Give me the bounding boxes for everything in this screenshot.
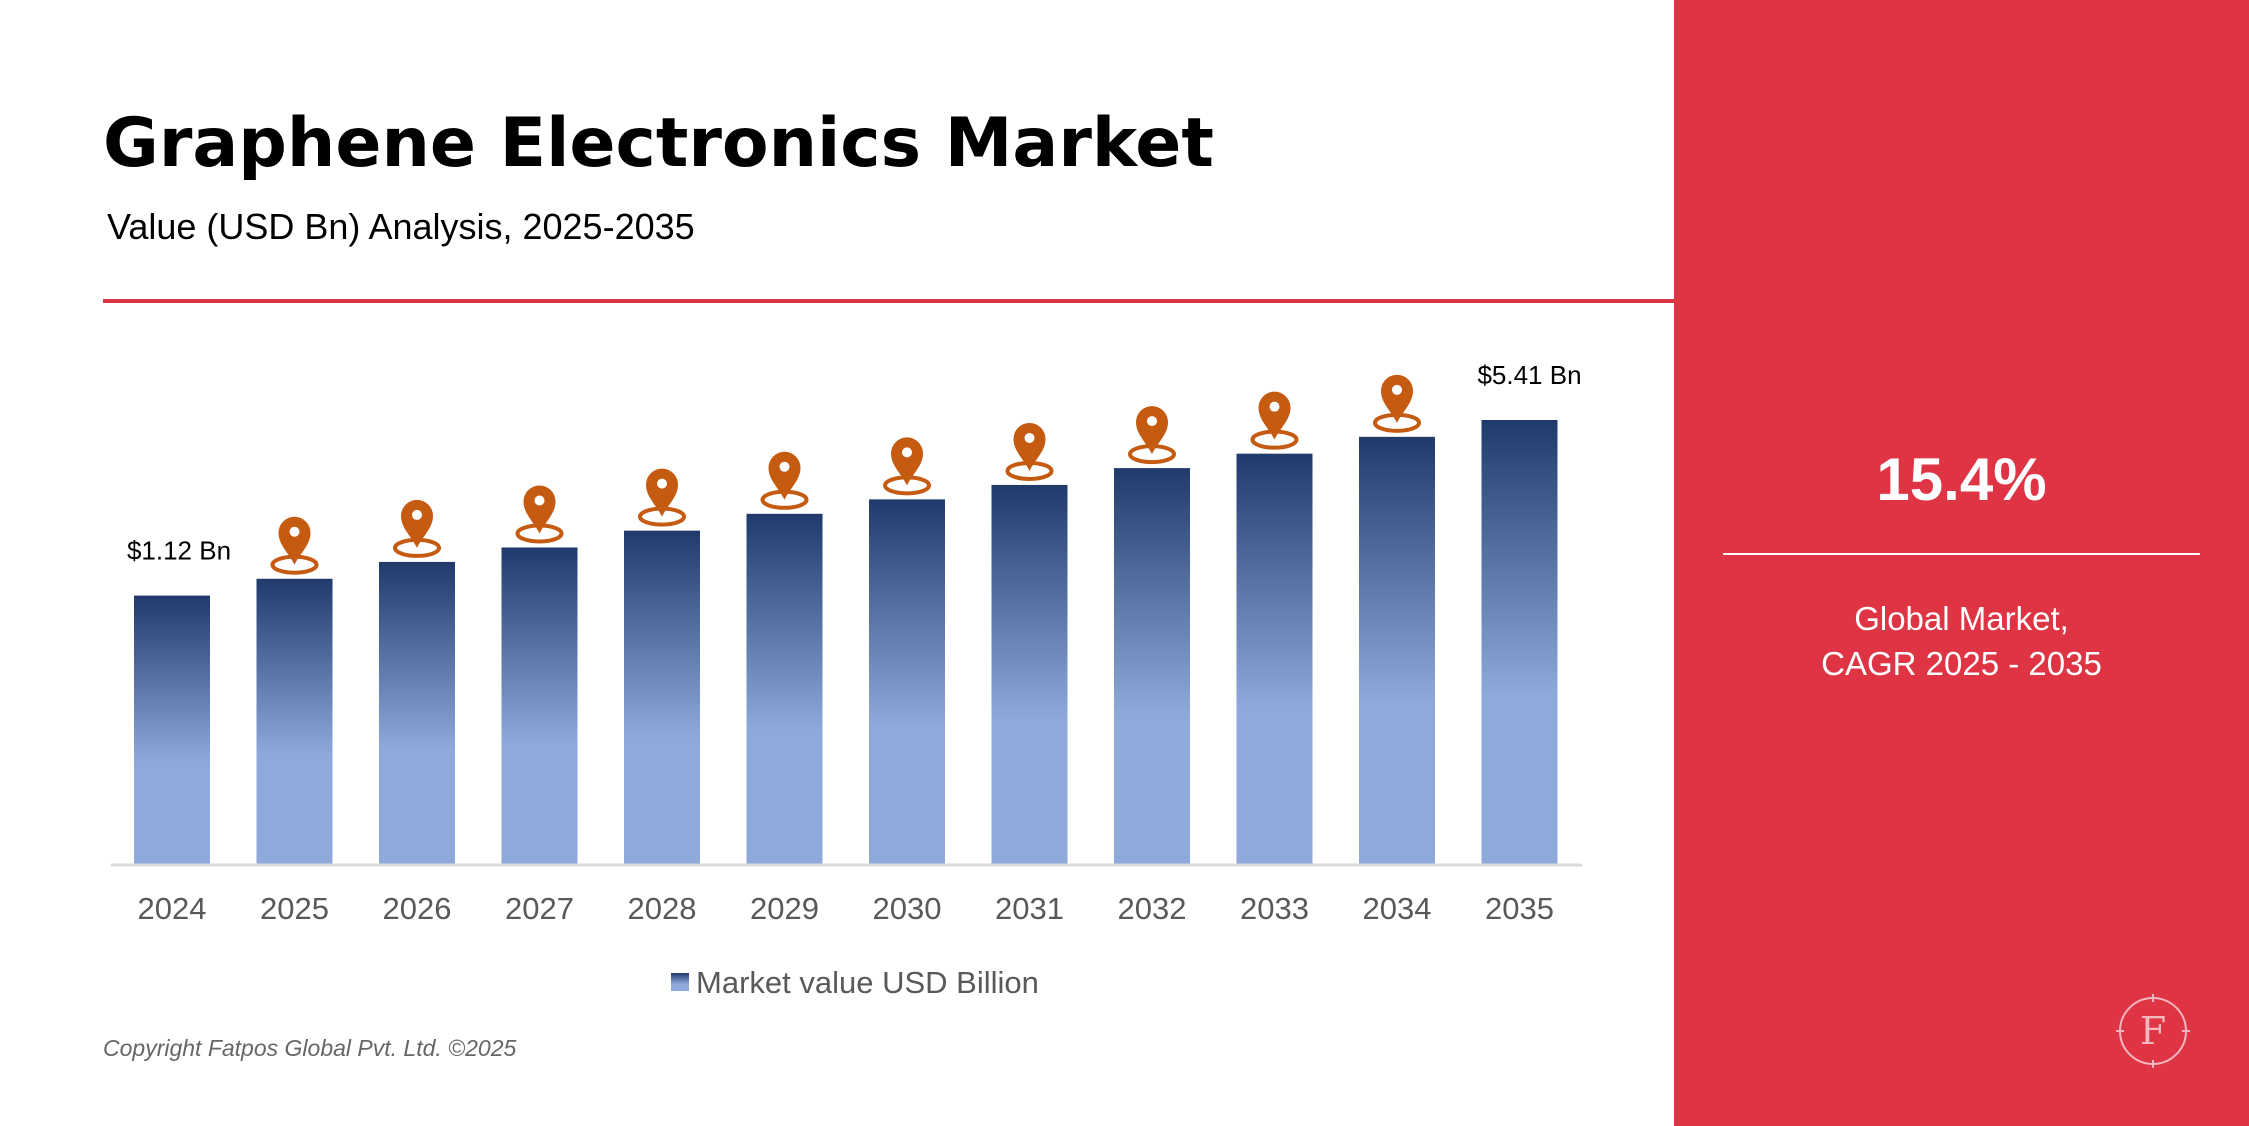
bar-2029 bbox=[746, 513, 823, 865]
page-subtitle: Value (USD Bn) Analysis, 2025-2035 bbox=[107, 206, 695, 247]
bar-2032 bbox=[1114, 468, 1190, 865]
x-tick-label: 2030 bbox=[873, 891, 942, 926]
x-tick-label: 2027 bbox=[505, 891, 574, 926]
location-pin-icon bbox=[270, 516, 319, 575]
x-tick-label: 2025 bbox=[260, 891, 329, 926]
bar-2034 bbox=[1359, 436, 1435, 865]
bar-group bbox=[134, 420, 1558, 865]
location-pin-icon bbox=[1250, 391, 1299, 450]
bar-2031 bbox=[991, 484, 1068, 865]
cagr-panel: 15.4% Global Market, CAGR 2025 - 2035 F bbox=[1674, 0, 2249, 1126]
location-pin-icon bbox=[883, 437, 931, 496]
bar-2026 bbox=[379, 561, 455, 865]
bar-2035 bbox=[1481, 420, 1558, 865]
x-tick-label: 2024 bbox=[138, 891, 207, 926]
bar-chart: $1.12 Bn$5.41 Bn 2024 2025 2026 2027 2028 202… bbox=[111, 360, 1582, 1000]
x-tick-label: 2031 bbox=[995, 891, 1064, 926]
data-label: $5.41 Bn bbox=[1477, 360, 1581, 390]
cagr-label-line2: CAGR 2025 - 2035 bbox=[1821, 645, 2102, 682]
legend-swatch bbox=[671, 973, 689, 991]
x-tick-group: 2024 2025 2026 2027 2028 2029 2030 2031 2032 2033… bbox=[138, 891, 1554, 926]
legend-label: Market value USD Billion bbox=[696, 965, 1039, 1000]
cagr-value: 15.4% bbox=[1876, 446, 2047, 513]
svg-text:F: F bbox=[2140, 1009, 2166, 1053]
header-divider bbox=[103, 299, 1674, 303]
bar-2033 bbox=[1236, 453, 1313, 865]
chart-legend: Market value USD Billion bbox=[671, 965, 1039, 1000]
location-pin-icon bbox=[1373, 374, 1421, 433]
pin-marker-group bbox=[270, 374, 1421, 575]
copyright-text: Copyright Fatpos Global Pvt. Ltd. ©2025 bbox=[103, 1035, 517, 1061]
data-label-group: $1.12 Bn $5.41 Bn bbox=[127, 360, 1582, 566]
bar-2025 bbox=[256, 578, 333, 865]
x-tick-label: 2034 bbox=[1363, 891, 1432, 926]
bar-2030 bbox=[869, 499, 945, 865]
location-pin-icon bbox=[760, 451, 809, 510]
x-tick-label: 2028 bbox=[628, 891, 697, 926]
x-tick-label: 2033 bbox=[1240, 891, 1309, 926]
company-logo-icon: F bbox=[2116, 994, 2190, 1068]
x-tick-label: 2026 bbox=[383, 891, 452, 926]
bar-2024 bbox=[134, 595, 210, 865]
bar-2028 bbox=[624, 530, 700, 865]
cagr-label: Global Market, CAGR 2025 - 2035 bbox=[1674, 596, 2249, 686]
location-pin-icon bbox=[638, 468, 686, 527]
data-label: $1.12 Bn bbox=[127, 536, 231, 566]
x-tick-label: 2035 bbox=[1485, 891, 1554, 926]
location-pin-icon bbox=[1005, 422, 1054, 481]
x-tick-label: 2032 bbox=[1118, 891, 1187, 926]
cagr-label-line1: Global Market, bbox=[1854, 600, 2069, 637]
location-pin-icon bbox=[393, 499, 441, 558]
location-pin-icon bbox=[515, 485, 564, 544]
bar-2027 bbox=[501, 547, 578, 865]
location-pin-icon bbox=[1128, 406, 1176, 465]
x-tick-label: 2029 bbox=[750, 891, 819, 926]
page-title: Graphene Electronics Market bbox=[103, 104, 1214, 183]
panel-divider bbox=[1723, 553, 2200, 555]
